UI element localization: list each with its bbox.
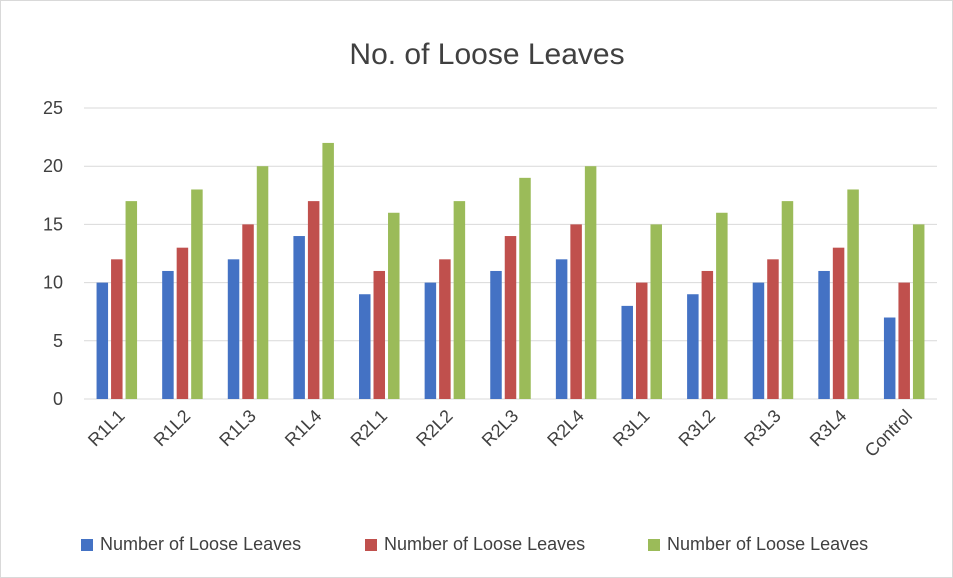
x-tick-label: R1L2 <box>150 406 195 451</box>
bar-control-series-1 <box>883 317 896 399</box>
bar-r3l4-series-1 <box>818 270 830 399</box>
legend-label-2: Number of Loose Leaves <box>384 534 585 554</box>
y-tick-label: 20 <box>43 156 63 176</box>
bar-r3l2-series-2 <box>701 270 714 399</box>
legend-swatch-2 <box>365 539 377 551</box>
bar-r3l3-series-3 <box>781 201 794 399</box>
bar-r1l3-series-3 <box>256 166 269 399</box>
bar-r3l1-series-1 <box>621 305 633 399</box>
bar-r1l2-series-1 <box>162 270 174 399</box>
x-tick-label: R2L1 <box>347 406 392 451</box>
bar-r3l2-series-3 <box>716 212 728 399</box>
bar-r3l1-series-2 <box>635 282 648 399</box>
legend-swatch-3 <box>648 539 660 551</box>
x-tick-label: R1L3 <box>215 406 260 451</box>
bar-r2l1-series-1 <box>359 294 371 399</box>
x-tick-label: R3L1 <box>609 406 654 451</box>
bar-r3l2-series-1 <box>687 294 699 399</box>
bar-r1l3-series-2 <box>242 224 254 399</box>
x-tick-label: R2L4 <box>543 406 588 451</box>
bar-r2l3-series-3 <box>519 177 531 399</box>
x-tick-label: R1L4 <box>281 406 326 451</box>
legend: Number of Loose Leaves Number of Loose Le… <box>81 534 868 554</box>
y-tick-label: 5 <box>53 331 63 351</box>
bar-r2l1-series-3 <box>388 212 400 399</box>
bar-control-series-2 <box>898 282 910 399</box>
legend-label-1: Number of Loose Leaves <box>100 534 301 554</box>
x-tick-label: Control <box>861 406 916 461</box>
bar-r1l1-series-1 <box>96 282 109 399</box>
bar-r2l2-series-1 <box>424 282 437 399</box>
x-tick-label: R3L4 <box>806 406 851 451</box>
x-tick-label: R2L2 <box>412 406 457 451</box>
bar-r3l3-series-1 <box>752 282 765 399</box>
bar-r2l3-series-2 <box>504 236 517 399</box>
bar-r3l4-series-3 <box>847 189 859 399</box>
bar-r2l2-series-3 <box>453 201 466 399</box>
x-tick-label: R1L1 <box>84 406 129 451</box>
bar-r3l3-series-2 <box>767 259 779 399</box>
bar-r2l4-series-2 <box>570 224 582 399</box>
x-tick-label: R3L2 <box>675 406 720 451</box>
chart-title: No. of Loose Leaves <box>349 38 624 71</box>
bar-r1l1-series-3 <box>125 201 138 399</box>
bar-r3l1-series-3 <box>650 224 662 399</box>
bar-r2l1-series-2 <box>373 270 386 399</box>
bar-r1l4-series-3 <box>322 142 334 400</box>
bar-r2l4-series-1 <box>555 259 568 399</box>
bars <box>96 142 925 400</box>
y-axis-ticks: 0 5 10 15 20 25 <box>43 98 63 409</box>
x-axis-ticks: R1L1 R1L2 R1L3 R1L4 R2L1 R2L2 R2L3 R2L4 R3L1 R3L2… <box>84 406 916 461</box>
x-tick-label: R3L3 <box>740 406 785 451</box>
bar-r2l4-series-3 <box>584 166 597 399</box>
y-tick-label: 15 <box>43 214 63 234</box>
y-tick-label: 10 <box>43 273 63 293</box>
bar-r1l2-series-3 <box>191 189 203 399</box>
bar-r2l3-series-1 <box>490 270 502 399</box>
x-tick-label: R2L3 <box>478 406 523 451</box>
bar-r2l2-series-2 <box>439 259 451 399</box>
bar-r1l4-series-1 <box>293 236 305 399</box>
bar-r1l3-series-1 <box>227 259 240 399</box>
bar-r1l1-series-2 <box>111 259 123 399</box>
bar-r3l4-series-2 <box>832 247 845 399</box>
bar-r1l2-series-2 <box>176 247 189 399</box>
legend-swatch-1 <box>81 539 93 551</box>
y-tick-label: 25 <box>43 98 63 118</box>
bar-r1l4-series-2 <box>307 201 320 399</box>
y-tick-label: 0 <box>53 389 63 409</box>
legend-label-3: Number of Loose Leaves <box>667 534 868 554</box>
bar-control-series-3 <box>912 224 925 399</box>
